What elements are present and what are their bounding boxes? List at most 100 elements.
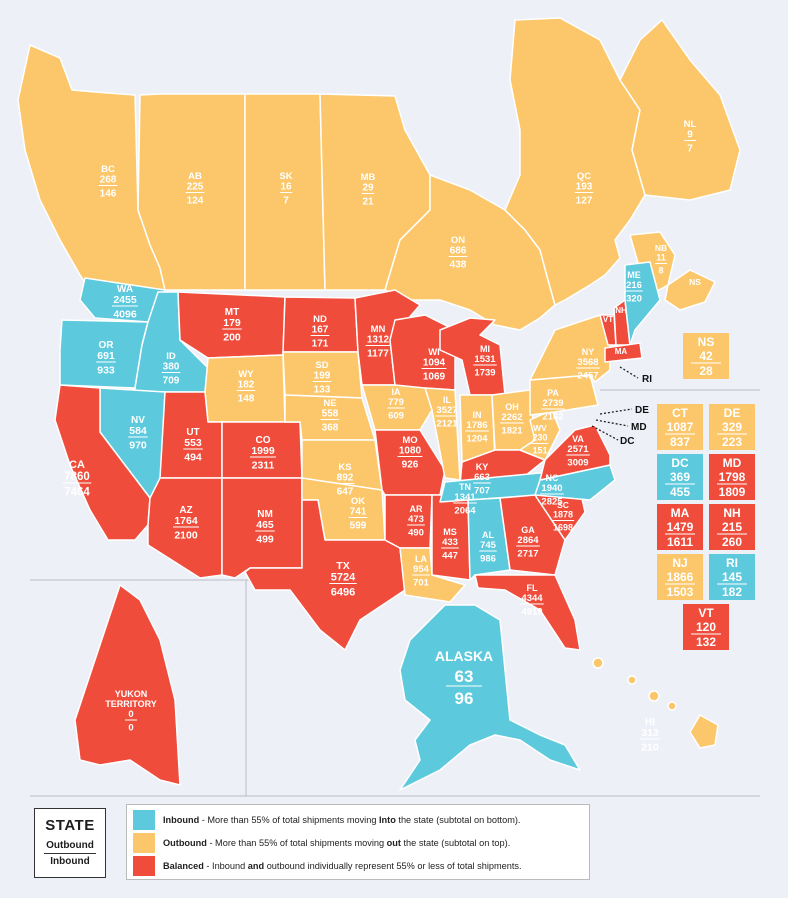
region-code: CA xyxy=(69,459,85,471)
region-code: VT xyxy=(603,315,613,324)
legend-text-balanced: Balanced - Inbound and outbound individu… xyxy=(163,861,522,871)
region-code: BC xyxy=(101,164,115,175)
region-LA[interactable] xyxy=(399,547,466,603)
outbound-value: 741 xyxy=(350,507,367,518)
region-code: AB xyxy=(188,171,202,182)
pointer-line-dc xyxy=(591,425,619,441)
region-MA[interactable] xyxy=(604,342,643,363)
callout-in: 837 xyxy=(670,435,690,449)
outbound-value: 1878 xyxy=(553,510,573,520)
inbound-value: 4919 xyxy=(521,607,542,618)
callout-code: DE xyxy=(724,406,741,420)
inbound-value: 986 xyxy=(480,554,496,565)
inbound-value: 7 xyxy=(283,196,289,207)
hawaii-island-3 xyxy=(648,690,660,702)
region-YUKON[interactable] xyxy=(74,584,181,786)
inbound-value: 2825 xyxy=(541,497,563,508)
inbound-value: 933 xyxy=(97,365,115,377)
region-code: MB xyxy=(361,172,376,183)
region-code: NM xyxy=(257,509,273,520)
region-NL[interactable] xyxy=(619,19,741,201)
inbound-value: 368 xyxy=(322,423,339,434)
region-VA[interactable] xyxy=(539,424,611,481)
callout-out: 1798 xyxy=(719,470,746,484)
outbound-value: 1786 xyxy=(466,420,487,431)
outbound-value: 9 xyxy=(687,130,693,141)
region-code: AZ xyxy=(179,505,192,516)
hawaii-island-1 xyxy=(592,657,604,669)
region-ALASKA[interactable] xyxy=(399,604,581,791)
region-MI[interactable] xyxy=(439,317,506,396)
region-GA[interactable] xyxy=(499,494,566,576)
inbound-value: 96 xyxy=(455,689,474,708)
inbound-value: 2064 xyxy=(454,506,476,517)
legend-swatch-outbound xyxy=(133,833,155,853)
pointer-line-ri xyxy=(619,366,639,379)
callout-code: RI xyxy=(726,556,738,570)
pointer-lines: RI DE MD DC xyxy=(591,366,652,447)
region-TX[interactable] xyxy=(244,499,406,651)
region-code: WI xyxy=(428,347,440,358)
callout-out: 329 xyxy=(722,420,742,434)
region-code: WV xyxy=(533,423,547,433)
region-code: QC xyxy=(577,171,591,182)
callout-box xyxy=(709,404,755,450)
inbound-value: 2100 xyxy=(174,530,198,542)
outbound-value: 3568 xyxy=(577,357,598,368)
inbound-value: 148 xyxy=(238,394,255,405)
outbound-value: 558 xyxy=(322,409,339,420)
pointer-label-de: DE xyxy=(635,405,649,416)
outbound-value: 268 xyxy=(100,175,117,186)
region-IL[interactable] xyxy=(424,387,461,481)
region-code: MA xyxy=(615,347,628,356)
callout-in: 223 xyxy=(722,435,742,449)
inbound-value: 200 xyxy=(223,332,241,344)
inbound-value: 709 xyxy=(163,376,180,387)
outbound-value: 167 xyxy=(312,325,329,336)
inbound-value: 2311 xyxy=(252,460,275,472)
region-HI[interactable] xyxy=(689,714,719,749)
region-FL[interactable] xyxy=(474,574,581,651)
callout-box xyxy=(657,404,703,450)
region-code: SD xyxy=(315,360,328,371)
region-ME[interactable] xyxy=(624,261,661,346)
region-code: UT xyxy=(186,427,199,438)
region-code: NY xyxy=(582,347,595,357)
region-code: TERRITORY xyxy=(105,699,157,709)
outbound-value: 954 xyxy=(413,564,430,575)
region-NS[interactable] xyxy=(664,269,716,311)
region-code: SK xyxy=(279,171,292,182)
outbound-value: 2739 xyxy=(542,398,563,409)
region-AZ[interactable] xyxy=(147,477,223,579)
region-AL[interactable] xyxy=(467,497,511,581)
region-labels: BC268146AB225124SK167MB2921ON686438QC193… xyxy=(62,119,701,754)
region-code: WA xyxy=(117,284,133,295)
region-code: IL xyxy=(443,395,452,405)
region-code: ME xyxy=(627,270,641,280)
inbound-value: 1821 xyxy=(501,426,523,437)
region-CA[interactable] xyxy=(54,384,151,541)
small-states-boxes: NS4228CT1087837DE329223DC369455MD1798180… xyxy=(657,333,755,650)
